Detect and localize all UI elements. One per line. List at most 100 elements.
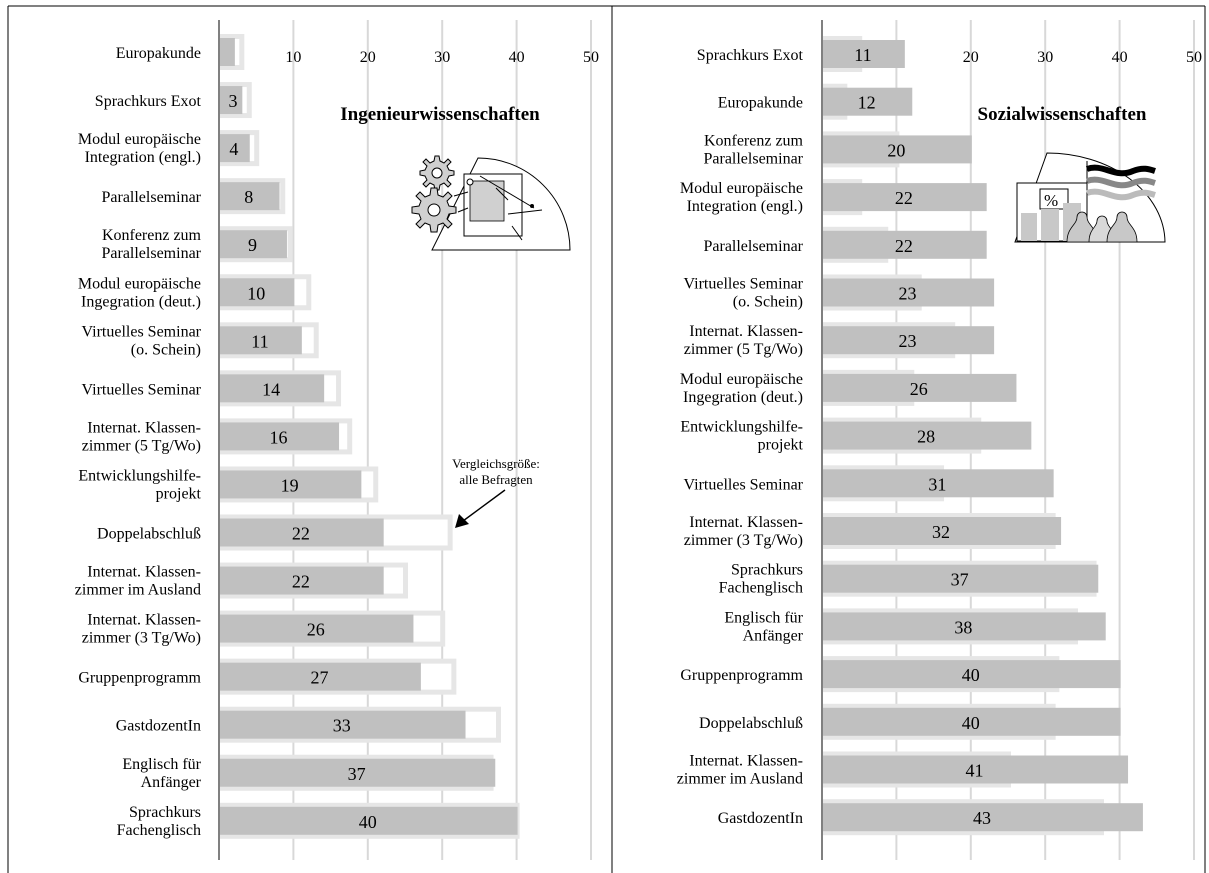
x-tick-label: 30 xyxy=(1037,49,1053,66)
category-label: Internat. Klassen- xyxy=(87,419,201,436)
bar xyxy=(823,421,1032,450)
category-label: Integration (engl.) xyxy=(687,198,803,215)
bar-value-label: 19 xyxy=(281,475,299,495)
bar xyxy=(220,614,414,643)
bar-row: 22 Parallelseminar xyxy=(703,226,987,263)
bar-value-label: 23 xyxy=(899,284,917,304)
bar xyxy=(220,230,287,259)
category-label: Fachenglisch xyxy=(719,580,803,597)
bar xyxy=(823,707,1121,736)
bar-row: 43 GastdozentIn xyxy=(718,799,1143,836)
bar-value-label: 33 xyxy=(333,716,351,736)
bar-value-label: 41 xyxy=(966,761,984,781)
category-label: zimmer (5 Tg/Wo) xyxy=(82,437,201,454)
category-label: Europakunde xyxy=(116,45,201,62)
bar xyxy=(220,806,518,835)
category-label: zimmer im Ausland xyxy=(677,771,803,788)
category-label: Konferenz zum xyxy=(704,132,804,149)
category-label: Entwicklungshilfe- xyxy=(78,467,201,484)
bar-row: 14 Virtuelles Seminar xyxy=(82,370,342,407)
bar-value-label: 10 xyxy=(247,283,265,303)
category-label: (o. Schein) xyxy=(131,341,201,358)
bar xyxy=(220,38,235,66)
bar-row: 40 Doppelabschluß xyxy=(699,703,1121,740)
bar xyxy=(220,278,295,307)
bar-value-label: 31 xyxy=(928,474,946,494)
chart-title: Ingenieurwissenschaften xyxy=(340,104,540,125)
category-label: Entwicklungshilfe- xyxy=(680,419,803,436)
bar-value-label: 16 xyxy=(270,427,288,447)
category-label: Doppelabschluß xyxy=(97,526,201,543)
bar xyxy=(823,469,1054,498)
category-label: Anfänger xyxy=(141,774,202,791)
bar-value-label: 3 xyxy=(229,91,238,111)
bar-value-label: 22 xyxy=(895,188,913,208)
category-label: Virtuelles Seminar xyxy=(82,323,202,340)
chart-title: Sozialwissenschaften xyxy=(978,104,1147,125)
annotation-arrow xyxy=(462,489,506,522)
bar xyxy=(823,87,913,116)
category-label: Parallelseminar xyxy=(703,238,803,255)
bar-value-label: 26 xyxy=(910,379,928,399)
bar xyxy=(823,755,1129,784)
bar-row: 26 Internat. Klassen-zimmer (3 Tg/Wo) xyxy=(82,610,446,647)
bar-row: 11 Virtuelles Seminar(o. Schein) xyxy=(82,322,319,359)
category-label: Gruppenprogramm xyxy=(680,667,803,684)
bar-row: 16 Internat. Klassen-zimmer (5 Tg/Wo) xyxy=(82,418,353,455)
bar-value-label: 11 xyxy=(854,45,871,65)
category-label: Parallelseminar xyxy=(101,245,201,262)
category-label: Internat. Klassen- xyxy=(689,323,803,340)
bar-value-label: 9 xyxy=(248,235,257,255)
bar-row: 12 Europakunde xyxy=(718,83,913,120)
x-tick-label: 20 xyxy=(963,49,979,66)
bar-row: 41 Internat. Klassen-zimmer im Ausland xyxy=(677,751,1129,788)
bar-row: 40 Gruppenprogramm xyxy=(680,656,1121,693)
bar xyxy=(823,612,1106,641)
bar-value-label: 32 xyxy=(932,522,950,542)
x-tick-label: 40 xyxy=(1112,49,1128,66)
category-label: Modul europäische xyxy=(78,131,201,148)
bar xyxy=(220,470,362,499)
category-label: Internat. Klassen- xyxy=(87,612,201,629)
category-label: Sprachkurs xyxy=(129,804,201,821)
x-tick-label: 20 xyxy=(360,49,376,66)
bar-row: 27 Gruppenprogramm xyxy=(78,658,457,695)
x-tick-label: 40 xyxy=(509,49,525,66)
bar-value-label: 37 xyxy=(951,570,969,590)
bar-value-label: 26 xyxy=(307,620,325,640)
bar-row: 31 Virtuelles Seminar xyxy=(684,465,1054,502)
bar xyxy=(220,134,250,163)
category-label: Virtuelles Seminar xyxy=(684,476,804,493)
category-label: GastdozentIn xyxy=(116,718,201,735)
category-label: Modul europäische xyxy=(680,180,803,197)
category-label: Ingegration (deut.) xyxy=(81,293,201,310)
bar-value-label: 8 xyxy=(244,187,253,207)
category-label: Virtuelles Seminar xyxy=(684,276,804,293)
category-label: Englisch für xyxy=(122,756,201,773)
bar-value-label: 11 xyxy=(251,331,268,351)
category-label: Europakunde xyxy=(718,95,803,112)
category-label: Konferenz zum xyxy=(102,227,202,244)
comparison-annotation: Vergleichsgröße: alle Befragten xyxy=(452,456,540,487)
x-tick-label: 50 xyxy=(583,49,599,66)
bar xyxy=(823,660,1121,689)
category-label: zimmer (5 Tg/Wo) xyxy=(684,341,803,358)
category-label: Sprachkurs xyxy=(731,562,803,579)
bar xyxy=(220,758,496,787)
category-label: Internat. Klassen- xyxy=(689,753,803,770)
bar-row: 32 Internat. Klassen-zimmer (3 Tg/Wo) xyxy=(684,513,1062,549)
category-label: zimmer (3 Tg/Wo) xyxy=(684,532,803,549)
bar-value-label: 4 xyxy=(229,139,238,159)
category-label: Virtuelles Seminar xyxy=(82,381,202,398)
annotation-arrowhead xyxy=(455,514,469,528)
bar-value-label: 37 xyxy=(348,764,366,784)
category-label: zimmer im Ausland xyxy=(75,582,201,599)
category-label: Sprachkurs Exot xyxy=(697,47,804,64)
bar-row: 28 Entwicklungshilfe-projekt xyxy=(680,417,1032,454)
flag-crowd-social-icon: % xyxy=(1014,152,1166,243)
